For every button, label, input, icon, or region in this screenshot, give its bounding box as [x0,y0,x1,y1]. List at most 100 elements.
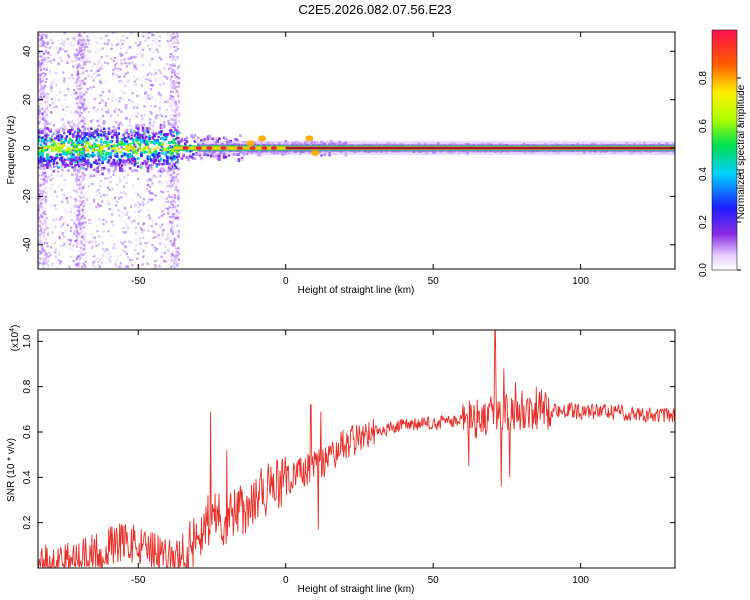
spectrogram-cell [192,153,195,156]
spectrogram-cell [74,223,78,226]
spectrogram-cell [88,222,91,225]
spectrogram-cell [57,262,60,266]
spectrogram-cell [96,172,100,175]
spectrogram-cell [177,224,181,227]
spectrogram-cell [167,45,170,48]
spectrogram-cell [101,47,104,50]
spectrogram-cell [162,205,165,208]
spectrogram-cell [133,143,136,146]
spectrogram-cell [49,204,52,207]
spectrogram-cell [178,112,181,115]
spectrogram-cell [101,242,104,245]
spectrogram-cell [174,36,177,40]
spectrogram-cell [70,110,73,113]
spectrogram-cell [100,68,103,71]
spectrogram-cell [104,61,107,64]
spectrogram-cell [177,140,180,143]
spectrogram-cell [81,175,84,178]
spectrogram-cell [76,162,80,166]
spectrogram-cell [158,216,161,219]
spectrogram-cell [82,262,85,265]
spectrogram-cell [140,228,144,232]
spectrogram-cell [170,222,173,225]
spectrogram-cell [151,33,154,37]
spectrogram-cell [175,166,178,170]
spectrogram-y-tick-label: 40 [22,45,33,57]
spectrogram-cell [70,143,74,147]
spectrogram-cell [107,132,111,136]
spectrogram-cell [123,240,127,243]
spectrogram-cell [98,158,101,162]
spectrogram-cell [76,35,79,38]
spectrogram-cell [154,266,157,269]
spectrogram-cell [165,108,168,111]
spectrogram-cell [38,81,42,84]
spectrogram-cell [172,176,175,179]
spectrogram-cell [146,142,150,146]
spectrogram-cell [125,222,128,226]
spectrogram-cell [76,68,79,71]
spectrogram-cell [164,201,167,204]
spectrogram-cell [141,138,145,142]
spectrogram-cell [55,84,58,87]
spectrogram-cell [78,165,81,168]
spectrogram-cell [105,220,108,223]
spectrogram-cell [73,88,76,92]
spectrogram-cell [63,132,66,135]
spectrogram-cell [70,226,73,229]
spectrogram-cell [41,222,45,226]
spectrogram-cell [46,226,49,229]
spectrogram-cell [155,79,158,82]
spectrogram-cell [68,105,71,109]
spectrogram-cell [112,161,116,164]
spectrogram-cell [69,255,72,258]
spectrogram-cell [143,113,146,116]
spectrogram-cell [117,176,121,179]
spectrogram-cell [159,148,162,151]
spectrogram-cell [50,264,54,267]
spectrogram-cell [67,119,70,122]
spectrogram-cell [42,212,45,215]
spectrogram-cell [40,167,43,170]
spectrogram-cell [77,159,80,162]
spectrogram-cell [39,51,43,55]
spectrogram-cell [39,229,43,232]
spectrogram-cell [66,49,70,52]
spectrogram-cell [172,249,175,252]
spectrogram-cell [79,83,83,86]
spectrogram-cell [171,98,175,101]
spectrogram-cell [90,69,93,72]
spectrogram-cell [112,72,115,75]
snr-y-tick-label: 0.4 [22,470,33,484]
spectrogram-cell [39,128,42,131]
spectrogram-cell [78,32,81,35]
spectrogram-cell [161,234,164,237]
spectrogram-cell [46,122,49,125]
spectrogram-cell [80,46,83,49]
spectrogram-cell [192,157,195,160]
spectrogram-cell [55,105,58,108]
spectrogram-cell [114,111,117,114]
spectrogram-cell [156,258,159,261]
spectrogram-cell [84,81,87,84]
spectrogram-cell [136,44,140,47]
spectrogram-cell [112,150,115,153]
spectrogram-cell [63,80,66,83]
spectrogram-cell [74,260,77,263]
spectrogram-cell [140,153,143,156]
spectrogram-cell [49,129,52,133]
spectrogram-cell [136,257,139,260]
spectrogram-cell [94,170,98,174]
spectrogram-cell [131,261,134,264]
spectrogram-cell [138,76,141,80]
spectrogram-cell [84,232,87,235]
spectrogram-cell [159,195,162,198]
spectrogram-cell [89,137,93,140]
spectrogram-cell [51,218,54,221]
spectrogram-cell [234,138,237,141]
spectrogram-cell [83,177,86,181]
spectrogram-cell [38,60,40,63]
spectrogram-cell [119,97,122,100]
spectrogram-cell [39,240,43,243]
spectrogram-cell [176,260,179,263]
